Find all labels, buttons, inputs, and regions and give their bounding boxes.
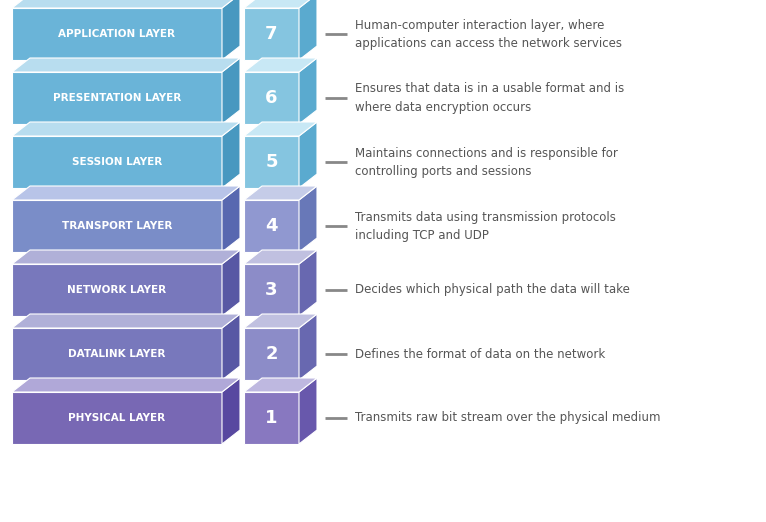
Polygon shape — [222, 58, 240, 124]
Text: TRANSPORT LAYER: TRANSPORT LAYER — [62, 221, 172, 231]
Polygon shape — [12, 8, 222, 60]
Polygon shape — [244, 378, 317, 392]
Polygon shape — [244, 250, 317, 264]
Polygon shape — [12, 0, 240, 8]
Polygon shape — [12, 314, 240, 328]
Polygon shape — [222, 314, 240, 380]
Polygon shape — [244, 72, 299, 124]
Text: DATALINK LAYER: DATALINK LAYER — [68, 349, 165, 359]
Polygon shape — [299, 250, 317, 316]
Polygon shape — [222, 378, 240, 444]
Polygon shape — [244, 200, 299, 252]
Polygon shape — [12, 378, 240, 392]
Polygon shape — [244, 392, 299, 444]
Polygon shape — [244, 264, 299, 316]
Polygon shape — [12, 328, 222, 380]
Polygon shape — [299, 186, 317, 252]
Text: 7: 7 — [265, 25, 278, 43]
Polygon shape — [299, 0, 317, 60]
Polygon shape — [244, 122, 317, 136]
Polygon shape — [244, 136, 299, 188]
Polygon shape — [244, 328, 299, 380]
Polygon shape — [12, 122, 240, 136]
Polygon shape — [12, 200, 222, 252]
Polygon shape — [244, 314, 317, 328]
Text: Decides which physical path the data will take: Decides which physical path the data wil… — [355, 283, 630, 296]
Polygon shape — [222, 122, 240, 188]
Polygon shape — [12, 392, 222, 444]
Text: NETWORK LAYER: NETWORK LAYER — [67, 285, 166, 295]
Polygon shape — [12, 264, 222, 316]
Polygon shape — [12, 72, 222, 124]
Text: PRESENTATION LAYER: PRESENTATION LAYER — [53, 93, 181, 103]
Text: Human-computer interaction layer, where
applications can access the network serv: Human-computer interaction layer, where … — [355, 18, 622, 50]
Text: 2: 2 — [265, 345, 278, 363]
Polygon shape — [222, 0, 240, 60]
Polygon shape — [244, 8, 299, 60]
Polygon shape — [299, 378, 317, 444]
Polygon shape — [244, 58, 317, 72]
Text: 5: 5 — [265, 153, 278, 171]
Text: PHYSICAL LAYER: PHYSICAL LAYER — [68, 413, 165, 423]
Text: 4: 4 — [265, 217, 278, 235]
Text: 6: 6 — [265, 89, 278, 107]
Text: Transmits data using transmission protocols
including TCP and UDP: Transmits data using transmission protoc… — [355, 210, 616, 242]
Polygon shape — [299, 314, 317, 380]
Polygon shape — [12, 250, 240, 264]
Polygon shape — [12, 58, 240, 72]
Polygon shape — [12, 186, 240, 200]
Text: Ensures that data is in a usable format and is
where data encryption occurs: Ensures that data is in a usable format … — [355, 82, 624, 113]
Text: Maintains connections and is responsible for
controlling ports and sessions: Maintains connections and is responsible… — [355, 147, 618, 177]
Text: 3: 3 — [265, 281, 278, 299]
Polygon shape — [244, 186, 317, 200]
Text: Defines the format of data on the network: Defines the format of data on the networ… — [355, 348, 605, 361]
Text: 1: 1 — [265, 409, 278, 427]
Polygon shape — [222, 250, 240, 316]
Text: Transmits raw bit stream over the physical medium: Transmits raw bit stream over the physic… — [355, 411, 660, 424]
Polygon shape — [12, 136, 222, 188]
Polygon shape — [222, 186, 240, 252]
Text: APPLICATION LAYER: APPLICATION LAYER — [58, 29, 175, 39]
Polygon shape — [299, 122, 317, 188]
Text: SESSION LAYER: SESSION LAYER — [72, 157, 162, 167]
Polygon shape — [244, 0, 317, 8]
Polygon shape — [299, 58, 317, 124]
